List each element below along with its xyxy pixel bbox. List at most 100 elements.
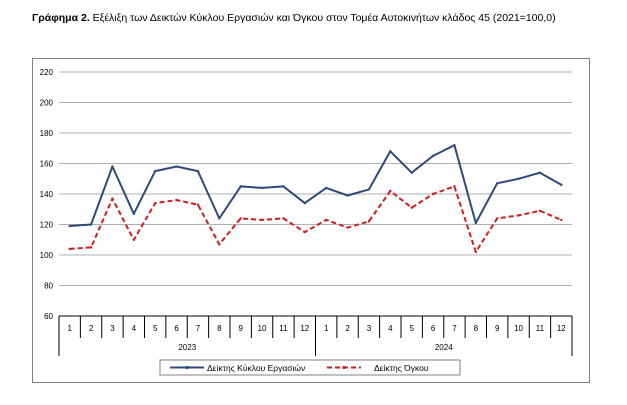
data-point	[560, 183, 563, 187]
data-point	[218, 243, 221, 246]
x-tick-label: 6	[174, 324, 179, 333]
x-tick-label: 3	[367, 324, 372, 333]
x-tick-label: 4	[132, 324, 137, 333]
data-point	[410, 206, 413, 209]
series-line-2	[69, 185, 562, 253]
data-point	[132, 238, 136, 241]
legend-label-2: Δείκτης Όγκου	[374, 363, 429, 373]
data-point	[260, 186, 264, 190]
x-tick-label: 12	[557, 324, 566, 333]
data-point	[196, 203, 200, 206]
x-tick-label: 6	[431, 324, 436, 333]
y-tick-label: 60	[44, 312, 53, 321]
data-point	[517, 177, 520, 180]
x-tick-label: 1	[67, 324, 72, 333]
x-tick-label: 7	[196, 324, 201, 333]
data-point	[132, 212, 136, 216]
x-tick-label: 12	[300, 324, 309, 333]
x-tick-label: 10	[258, 324, 267, 333]
legend-marker	[185, 365, 189, 370]
data-point	[89, 223, 93, 226]
data-point	[431, 154, 435, 158]
data-point	[175, 198, 178, 202]
y-axis-tick-labels: 60 80 100 120 140 160 180 200 220	[40, 68, 54, 321]
data-point	[495, 217, 499, 220]
data-point	[538, 171, 542, 174]
legend: Δείκτης Κύκλου Εργασιών Δείκτης Όγκου	[159, 359, 461, 376]
y-tick-label: 80	[44, 282, 53, 291]
x-tick-label: 8	[474, 324, 479, 333]
data-point	[367, 220, 371, 223]
x-tick-label: 9	[238, 324, 243, 333]
x-tick-label: 7	[452, 324, 457, 333]
data-point	[346, 226, 349, 229]
data-point	[239, 217, 242, 220]
x-tick-label: 9	[495, 324, 500, 333]
year-label: 2024	[435, 343, 453, 352]
legend-marker	[342, 365, 346, 370]
series-line-1	[69, 144, 562, 227]
x-tick-label: 11	[536, 324, 545, 333]
grid-layer	[59, 71, 572, 317]
y-tick-label: 200	[40, 99, 54, 108]
legend-box	[159, 359, 461, 376]
data-point	[453, 144, 456, 147]
x-tick-label: 11	[279, 324, 288, 333]
x-tick-label: 4	[388, 324, 393, 333]
data-point	[175, 165, 178, 168]
y-tick-label: 100	[40, 251, 54, 260]
chart-title-prefix: Γράφημα 2.	[32, 12, 90, 24]
data-point	[111, 165, 114, 168]
data-point	[282, 185, 285, 188]
data-point	[560, 218, 563, 222]
data-point	[324, 186, 328, 190]
data-point	[346, 194, 349, 197]
x-tick-label: 8	[217, 324, 222, 333]
x-tick-label: 3	[110, 324, 115, 333]
y-tick-label: 180	[40, 129, 54, 138]
data-point	[68, 247, 71, 251]
data-point	[303, 230, 307, 234]
data-point	[410, 171, 413, 174]
chart-title-text: Εξέλιξη των Δεικτών Κύκλου Εργασιών και …	[92, 12, 556, 24]
chart-title: Γράφημα 2. Εξέλιξη των Δεικτών Κύκλου Ερ…	[32, 12, 556, 24]
data-point	[474, 221, 478, 225]
data-point	[538, 209, 542, 212]
data-point	[303, 201, 307, 205]
series-layer	[68, 144, 563, 254]
x-tick-label: 10	[514, 324, 523, 333]
data-point	[389, 189, 392, 193]
data-point	[389, 150, 392, 153]
year-label: 2023	[178, 343, 196, 352]
data-point	[367, 188, 371, 191]
x-tick-label: 2	[89, 324, 94, 333]
y-tick-label: 120	[40, 221, 54, 230]
data-point	[68, 224, 71, 228]
data-point	[153, 169, 157, 173]
x-tick-label: 2	[345, 324, 350, 333]
y-tick-label: 140	[40, 190, 54, 199]
y-tick-label: 220	[40, 68, 54, 77]
x-tick-label: 5	[409, 324, 414, 333]
data-point	[196, 169, 200, 173]
x-tick-label: 5	[153, 324, 158, 333]
x-tick-label: 1	[324, 324, 329, 333]
chart-frame	[32, 58, 590, 383]
data-point	[453, 185, 456, 188]
data-point	[474, 250, 478, 254]
data-point	[517, 214, 520, 217]
data-point	[111, 197, 114, 200]
legend-label-1: Δείκτης Κύκλου Εργασιών	[207, 363, 305, 373]
data-point	[495, 182, 499, 185]
data-point	[260, 218, 264, 222]
data-point	[218, 217, 221, 220]
data-point	[239, 185, 242, 188]
data-point	[324, 218, 328, 222]
data-point	[153, 201, 157, 205]
data-point	[431, 192, 435, 196]
data-point	[89, 246, 93, 249]
data-point	[282, 217, 285, 220]
y-tick-label: 160	[40, 160, 54, 169]
